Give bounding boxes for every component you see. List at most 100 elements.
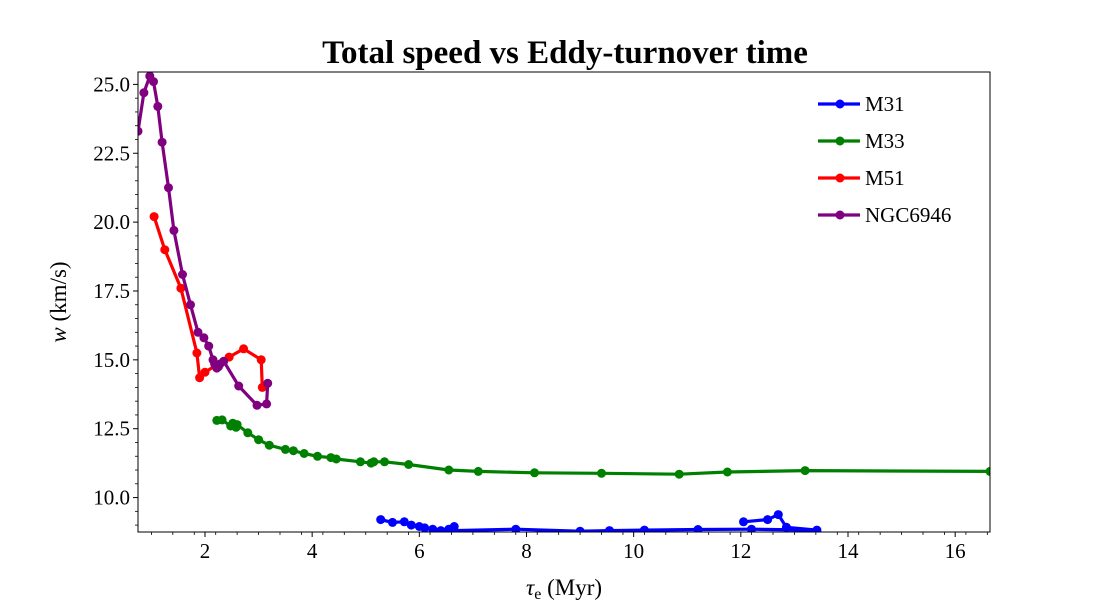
data-point-m31 [605, 526, 614, 532]
data-point-m31 [693, 525, 703, 532]
data-point-m33 [232, 420, 242, 430]
data-point-m51 [192, 348, 202, 358]
x-tick-label: 8 [521, 539, 532, 563]
x-tick-label: 12 [730, 539, 751, 563]
x-tick-label: 10 [623, 539, 644, 563]
data-point-ngc6946 [252, 400, 262, 410]
x-axis-label-subscript: e [534, 586, 541, 600]
x-axis-label-unit: (Myr) [541, 575, 602, 600]
data-point-m33 [985, 466, 990, 476]
data-point-ngc6946 [234, 381, 244, 391]
data-point-m33 [800, 466, 810, 476]
data-point-ngc6946 [199, 333, 209, 343]
data-point-m33 [355, 457, 365, 467]
x-tick-label: 6 [414, 539, 425, 563]
plot-frame [137, 71, 991, 533]
data-point-m31 [781, 522, 791, 532]
data-point-m51 [160, 245, 170, 255]
data-point-m33 [404, 460, 414, 469]
data-point-m33 [243, 428, 253, 438]
y-tick-label: 25.0 [93, 72, 130, 96]
data-point-m31 [773, 510, 783, 520]
axes: 2 4 6 8 10 12 14 16 10.0 12.5 15.0 17.5 20.0 22.5 25.0 [93, 72, 988, 563]
data-point-m31 [388, 517, 397, 527]
data-point-ngc6946 [219, 356, 229, 366]
data-point-m33 [254, 435, 264, 445]
data-point-m51 [176, 283, 186, 293]
data-point-m51 [149, 212, 159, 222]
data-point-m31 [639, 525, 649, 532]
y-tick-label: 15.0 [93, 348, 130, 372]
data-point-m33 [444, 465, 454, 475]
data-point-m33 [331, 454, 341, 464]
x-tick-label: 4 [307, 539, 318, 563]
data-point-ngc6946 [139, 88, 149, 98]
chart-title: Total speed vs Eddy-turnover time [322, 35, 808, 71]
legend-label-ngc6946: NGC6946 [865, 203, 951, 227]
data-point-m33 [473, 466, 483, 476]
data-point-m31 [449, 526, 459, 532]
data-point-m31 [428, 524, 438, 532]
data-point-ngc6946 [204, 341, 214, 351]
data-point-m51 [239, 344, 249, 354]
data-point-m31 [575, 526, 585, 532]
data-point-m33 [288, 446, 298, 456]
y-tick-label: 12.5 [93, 417, 130, 441]
data-point-m33 [530, 468, 539, 478]
data-point-m33 [280, 444, 290, 454]
data-point-m33 [264, 440, 274, 450]
data-point-m31 [739, 517, 748, 527]
data-point-m31 [399, 517, 409, 527]
data-point-ngc6946 [149, 77, 158, 87]
data-point-m31 [420, 523, 430, 532]
legend: M31 M33 M51 NGC6946 [818, 92, 951, 227]
data-point-m31 [747, 524, 756, 532]
data-point-m33 [597, 468, 606, 478]
x-tick-label: 2 [200, 539, 211, 563]
data-point-m51 [195, 373, 205, 383]
legend-marker-m33 [835, 136, 845, 146]
y-tick-label: 20.0 [93, 210, 130, 234]
plot-area [138, 72, 990, 532]
series-line-m51 [152, 215, 264, 389]
y-tick-label: 22.5 [93, 141, 130, 165]
y-axis-label: w (km/s) [46, 261, 71, 342]
data-point-ngc6946 [186, 300, 195, 310]
legend-marker-ngc6946 [835, 210, 845, 220]
data-point-m33 [369, 457, 379, 467]
legend-label-m31: M31 [865, 92, 905, 116]
data-point-ngc6946 [164, 183, 173, 193]
data-point-ngc6946 [153, 101, 163, 111]
data-point-m33 [674, 469, 684, 479]
x-axis-label-symbol: τ [526, 575, 535, 600]
data-point-m31 [763, 515, 773, 525]
data-point-m31 [436, 526, 446, 532]
series-group [138, 72, 990, 532]
data-point-m31 [511, 524, 521, 532]
data-point-ngc6946 [157, 137, 167, 147]
data-point-m31 [406, 520, 416, 530]
data-point-m31 [376, 515, 386, 525]
data-point-m33 [217, 415, 227, 425]
data-point-ngc6946 [178, 270, 187, 279]
data-point-m33 [722, 467, 732, 477]
data-point-ngc6946 [138, 126, 143, 136]
data-point-ngc6946 [262, 399, 272, 409]
legend-marker-m51 [835, 173, 845, 183]
x-tick-label: 14 [838, 539, 860, 563]
data-point-ngc6946 [193, 327, 203, 337]
y-axis-label-unit: (km/s) [46, 261, 71, 327]
data-point-m51 [200, 367, 210, 377]
data-point-m31 [812, 525, 822, 532]
data-point-m33 [313, 451, 322, 461]
series-line-ngc6946 [138, 74, 270, 407]
data-point-m33 [380, 457, 389, 467]
data-point-ngc6946 [169, 225, 179, 235]
series-line-m33 [215, 418, 990, 476]
data-point-ngc6946 [263, 378, 273, 388]
data-point-m33 [299, 449, 309, 458]
legend-marker-m31 [835, 99, 845, 109]
y-tick-label: 17.5 [93, 279, 130, 303]
x-axis-label: τe (Myr) [526, 575, 602, 600]
